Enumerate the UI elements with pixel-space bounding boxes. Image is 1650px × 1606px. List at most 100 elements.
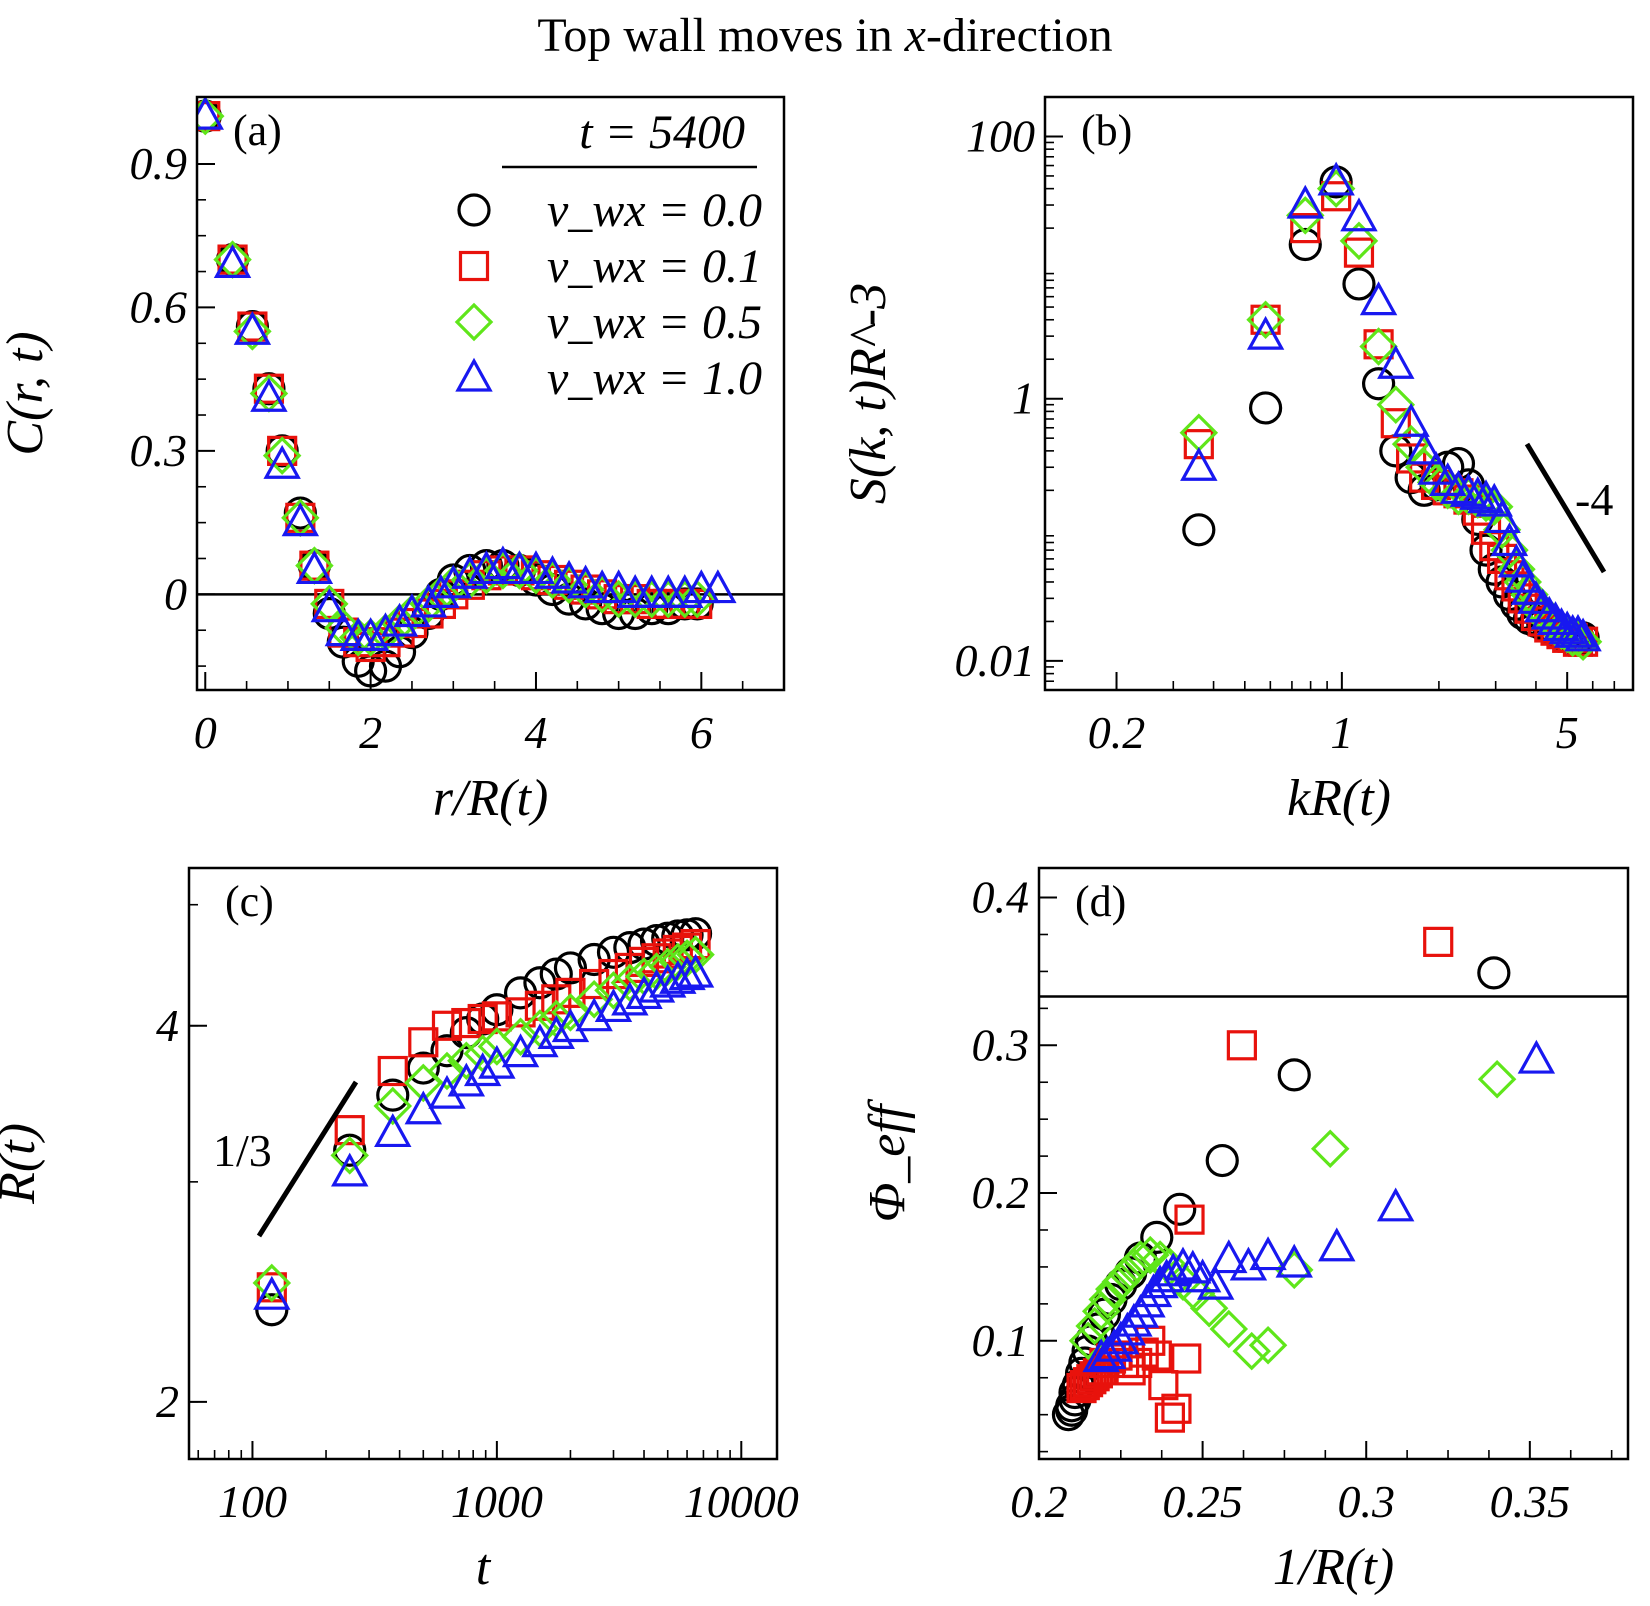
data-point xyxy=(596,935,631,969)
data-point xyxy=(1182,513,1216,547)
data-point xyxy=(1321,181,1352,212)
data-point xyxy=(1439,470,1478,504)
x-tick-label: 0 xyxy=(194,707,217,758)
data-point xyxy=(1342,267,1376,301)
data-point xyxy=(1095,1327,1133,1362)
data-point xyxy=(334,1115,365,1146)
data-point xyxy=(1246,315,1285,350)
data-point xyxy=(463,1052,502,1087)
slope-line-b xyxy=(1524,442,1607,574)
data-point xyxy=(331,1152,369,1187)
data-point xyxy=(676,953,715,988)
data-point xyxy=(1339,221,1379,261)
data-point xyxy=(1164,1246,1202,1281)
data-point xyxy=(451,554,489,589)
y-axis-label-c: R(t) xyxy=(0,1123,46,1205)
data-point xyxy=(427,1051,467,1091)
data-point xyxy=(1466,483,1506,523)
data-point xyxy=(632,579,671,619)
data-point xyxy=(1189,1289,1229,1328)
series-a-v1_0 xyxy=(197,97,737,651)
y-tick-label: 0.3 xyxy=(972,1019,1030,1070)
data-point xyxy=(1082,1338,1120,1373)
series-b-v1_0 xyxy=(1180,161,1602,652)
data-point xyxy=(1377,344,1415,379)
data-point xyxy=(1130,1235,1170,1275)
data-point xyxy=(1423,926,1454,957)
data-point xyxy=(434,564,473,599)
y-tick-label: 0.2 xyxy=(972,1167,1030,1218)
data-point xyxy=(1163,1192,1197,1226)
x-tick-label: 2 xyxy=(359,707,382,758)
y-tick-label: 0.9 xyxy=(130,138,188,189)
data-point xyxy=(1392,402,1430,437)
data-point xyxy=(1530,595,1569,630)
data-point xyxy=(1477,1060,1517,1099)
panel-d: 0.2 0.25 0.3 0.35 0.1 0.2 0.3 0.4 (d) 1/R(t) Φ_eff xyxy=(859,866,1630,1596)
data-point xyxy=(252,1263,292,1303)
data-point xyxy=(553,951,588,985)
data-point xyxy=(677,579,717,619)
panel-a: 0 2 4 6 0 0.3 0.6 0.9 (a) r/R(t) C(r, t) xyxy=(0,95,786,827)
data-point xyxy=(611,981,649,1016)
data-point xyxy=(1226,1030,1257,1061)
data-point xyxy=(1317,161,1355,196)
data-point xyxy=(380,602,419,637)
data-point xyxy=(1081,1291,1121,1331)
plot-frame-a xyxy=(195,95,786,692)
x-axis-label-b: kR(t) xyxy=(1287,770,1391,827)
data-point xyxy=(1376,1187,1415,1222)
data-point xyxy=(1343,237,1375,268)
data-point xyxy=(551,993,590,1032)
panel-label-d: (d) xyxy=(1075,877,1126,926)
y-tick-label: 0 xyxy=(164,568,187,619)
legend-marker xyxy=(458,250,490,282)
data-point xyxy=(422,574,460,608)
data-point xyxy=(517,550,555,585)
data-point xyxy=(377,1055,408,1087)
data-point xyxy=(1564,617,1602,652)
data-point xyxy=(615,579,655,619)
data-point xyxy=(668,956,706,991)
data-point xyxy=(351,618,390,657)
y-tick-label: 2 xyxy=(156,1376,179,1427)
data-point xyxy=(1250,304,1281,335)
x-tick-label: 0.25 xyxy=(1162,1476,1243,1527)
data-point xyxy=(523,966,557,1000)
data-point xyxy=(1275,1243,1313,1278)
x-axis-label-d: 1/R(t) xyxy=(1273,1539,1394,1596)
data-point xyxy=(566,564,605,599)
x-tick-label: 6 xyxy=(690,707,713,758)
data-point xyxy=(1154,1402,1185,1433)
data-point xyxy=(1205,1143,1239,1178)
data-point xyxy=(366,612,405,647)
data-point xyxy=(262,436,302,475)
data-point xyxy=(1154,1252,1192,1287)
y-tick-label: 4 xyxy=(156,1000,179,1051)
x-tick-label: 1 xyxy=(1330,707,1353,758)
legend-marker xyxy=(455,357,493,392)
data-point xyxy=(447,1041,486,1081)
data-point xyxy=(1477,956,1511,990)
plot-frame-c xyxy=(187,866,779,1461)
x-tick-label: 0.2 xyxy=(1088,707,1146,758)
data-point xyxy=(393,593,431,628)
data-point xyxy=(1209,1309,1249,1349)
data-point xyxy=(505,997,536,1028)
panel-b: 0.2 1 5 0.01 1 100 (b) kR(t) S(k, t)R^-3 -4 xyxy=(840,95,1635,827)
data-point xyxy=(295,550,334,585)
data-point xyxy=(1102,1320,1140,1355)
y-axis-label-a: C(r, t) xyxy=(0,331,54,455)
slope-line-c xyxy=(256,1080,359,1238)
data-point xyxy=(406,1051,440,1085)
data-point xyxy=(1467,479,1505,514)
data-point xyxy=(665,579,705,619)
data-point xyxy=(594,971,633,1010)
figure-title-prefix: Top wall moves in xyxy=(537,9,905,62)
data-point xyxy=(233,312,272,351)
data-point xyxy=(1563,622,1603,662)
data-point xyxy=(1359,281,1398,316)
panel-label-a: (a) xyxy=(233,106,282,155)
data-point xyxy=(1548,610,1586,645)
